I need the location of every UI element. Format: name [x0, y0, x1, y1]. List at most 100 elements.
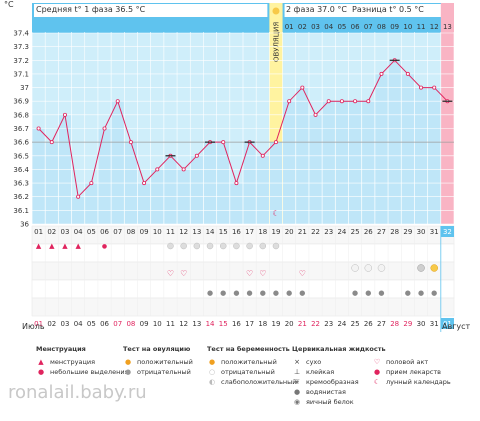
heart-icon: ♡ [299, 269, 306, 278]
sun-icon [272, 7, 280, 15]
last-day-column [440, 3, 454, 224]
ov-test-icon [246, 242, 253, 250]
temp-bar [32, 128, 45, 224]
day-label: 29 [403, 228, 412, 236]
temperature-point [379, 71, 384, 76]
date-label: 10 [153, 320, 162, 328]
day-label: 07 [113, 228, 122, 236]
cervical-icon: ● [365, 289, 371, 297]
ovulation-label: ОВУЛЯЦИЯ [272, 22, 280, 62]
menstruation-icon: ▲ [75, 242, 81, 250]
y-tick-label: 37.2 [13, 57, 29, 65]
day-label: 02 [47, 228, 56, 236]
menstruation-icon: ▲ [49, 242, 55, 250]
date-label: 27 [377, 320, 386, 328]
legend-item: клейкая [306, 368, 335, 376]
legend-title: Цервикальная жидкость [292, 345, 386, 353]
spotting-icon: ● [102, 243, 107, 250]
temperature-point [142, 181, 147, 186]
day-label: 30 [417, 228, 426, 236]
phase2-day-label: 11 [417, 23, 426, 31]
menstruation-icon: ▲ [62, 242, 68, 250]
phase1-average: Средняя t° 1 фаза 36.5 °C [36, 5, 146, 14]
date-label: 04 [74, 320, 83, 328]
month-left: Июль [22, 322, 45, 331]
dry-icon: × [294, 358, 300, 366]
temp-bar [230, 183, 243, 224]
menstruation-icon: ▲ [36, 242, 42, 250]
temperature-point [155, 167, 160, 172]
legend-item: отрицательный [137, 368, 191, 376]
cervical-icon: ● [405, 289, 411, 297]
month-right: Август [442, 322, 471, 331]
temperature-point [128, 140, 133, 145]
date-label: 12 [179, 320, 188, 328]
temperature-point [313, 112, 318, 117]
temp-bar [283, 101, 296, 224]
cervical-icon: ● [431, 289, 437, 297]
date-label: 11 [166, 320, 175, 328]
phase2-day-label: 10 [403, 23, 412, 31]
cervical-icon: ● [352, 289, 358, 297]
day-label: 17 [245, 228, 254, 236]
y-tick-label: 36.3 [13, 180, 29, 188]
moon-icon: ☾ [373, 378, 381, 386]
date-label: 17 [245, 320, 254, 328]
day-label: 14 [206, 228, 215, 236]
temperature-point [102, 126, 107, 131]
ov-test-icon [259, 242, 267, 250]
legend-ovulation-test: Тест на овуляцию ● положительный ● отрицат… [123, 345, 193, 377]
y-tick-label: 36.6 [13, 139, 29, 147]
phase2-day-label: 03 [311, 23, 320, 31]
y-tick-label: 36.2 [13, 193, 29, 201]
preg-test-icon [364, 264, 373, 272]
temperature-point [273, 140, 278, 145]
day-label: 05 [87, 228, 96, 236]
day-label: 25 [351, 228, 360, 236]
heart-icon: ♡ [167, 269, 174, 278]
y-tick-label: 37.1 [13, 70, 29, 78]
menstruation-icon: ▲ [38, 358, 44, 366]
watermark: ronalail.baby.ru [8, 382, 147, 403]
day-label: 26 [364, 228, 373, 236]
temp-bar [322, 101, 335, 224]
preg-test-icon [351, 264, 359, 272]
legend-item: лунный календарь [386, 378, 451, 386]
day-label: 22 [311, 228, 320, 236]
date-label: 03 [61, 320, 70, 328]
legend-item: сухо [306, 358, 322, 366]
ov-test-icon [272, 242, 280, 250]
day-label: 08 [126, 228, 135, 236]
day-label: 24 [337, 228, 346, 236]
legend-item: положительный [137, 358, 193, 366]
date-label: 01 [34, 320, 43, 328]
day-label: 23 [324, 228, 333, 236]
legend-cervical-fluid: Цервикальная жидкость × сухо ⊥ клейкая ❦ кр… [292, 345, 386, 407]
temp-bar [362, 101, 375, 224]
day-label: 03 [61, 228, 70, 236]
temperature-point [353, 99, 358, 104]
ov-test-icon [180, 242, 187, 250]
preg-positive-icon: ● [208, 358, 216, 366]
day-label: 15 [219, 228, 228, 236]
legend-menstruation: Менструация ▲ менструация ● небольшие выде… [36, 345, 128, 377]
day-label: 32 [443, 228, 452, 236]
y-tick-label: 36.8 [13, 111, 29, 119]
date-label: 02 [47, 320, 56, 328]
legend-item: небольшие выделения [50, 368, 129, 376]
date-label: 22 [311, 320, 320, 328]
temperature-point [432, 85, 437, 90]
ov-test-icon [233, 242, 240, 250]
legend-pregnancy-test: Тест на беременность ● положительный ○ отр… [207, 345, 297, 387]
y-tick-label: 36 [20, 221, 29, 229]
y-tick-label: 36.4 [13, 166, 29, 174]
date-label: 21 [298, 320, 307, 328]
temperature-line [38, 59, 448, 198]
y-tick-label: 37 [20, 84, 29, 92]
day-label: 19 [272, 228, 281, 236]
y-tick-label: 36.9 [13, 98, 29, 106]
temp-bar [401, 73, 414, 224]
preg-test-icon [377, 264, 386, 272]
temp-bar [375, 73, 388, 224]
day-label: 13 [192, 228, 201, 236]
